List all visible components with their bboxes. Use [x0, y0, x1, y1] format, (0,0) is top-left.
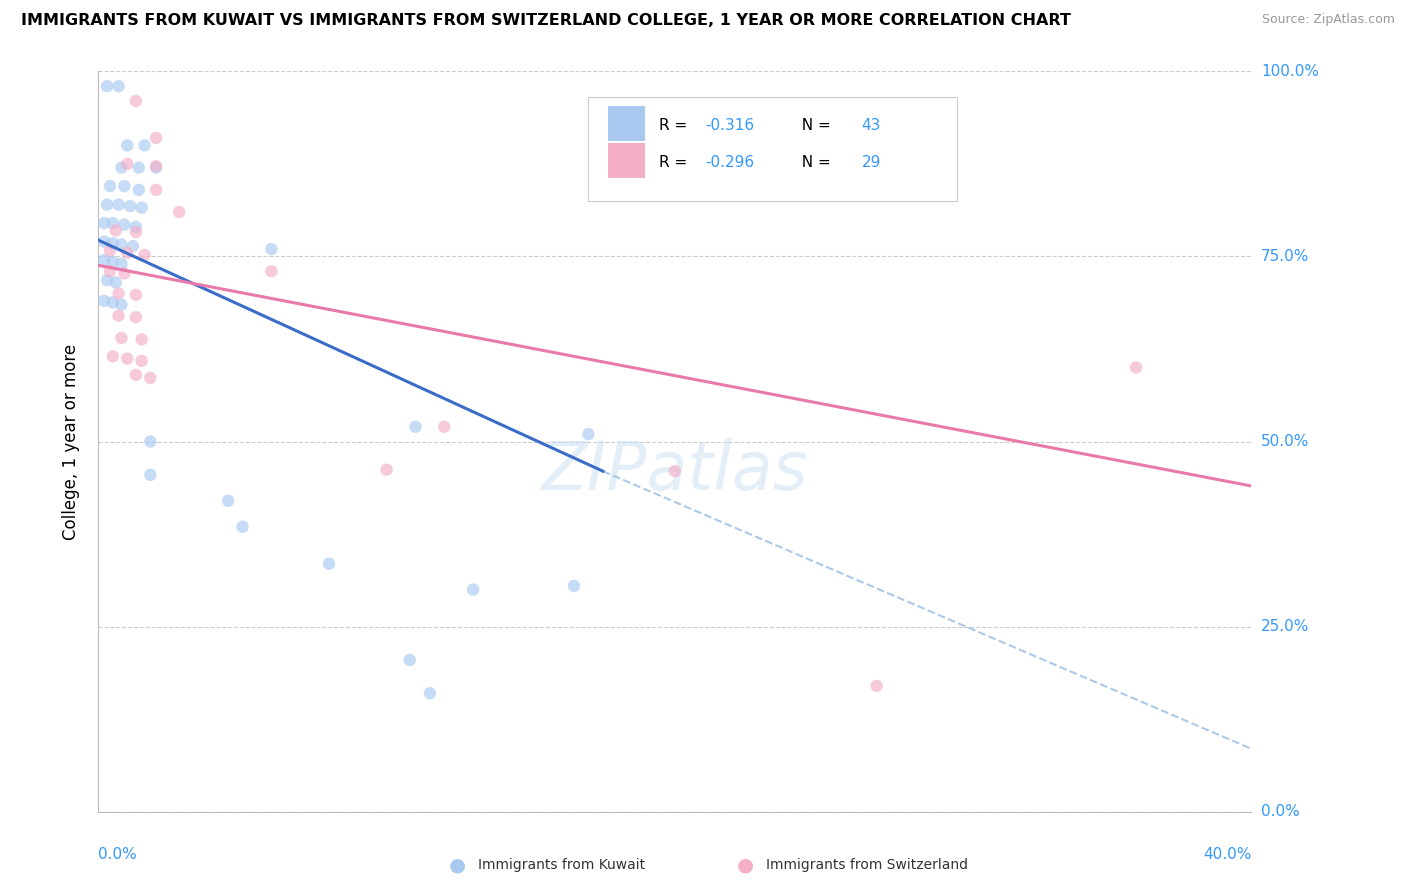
Point: [112, 179, 135, 194]
Point: [101, 216, 124, 230]
Point: [1125, 360, 1147, 375]
Text: 0.0%: 0.0%: [1261, 805, 1299, 819]
Point: [112, 267, 135, 281]
Point: [117, 351, 138, 366]
Point: [104, 276, 127, 290]
Point: [122, 239, 145, 253]
Point: [101, 254, 124, 268]
Point: [131, 332, 153, 346]
Point: [318, 557, 340, 571]
Point: [260, 242, 283, 256]
Point: [260, 264, 283, 278]
Point: [117, 138, 138, 153]
Point: [110, 331, 132, 345]
Point: [96, 273, 118, 287]
Point: [419, 686, 441, 700]
Point: [131, 201, 153, 215]
Point: [134, 248, 156, 262]
Point: [125, 94, 148, 108]
Point: [117, 245, 138, 260]
Point: [139, 434, 162, 449]
Point: [375, 463, 398, 477]
Text: 0.0%: 0.0%: [98, 847, 138, 863]
Point: [101, 350, 124, 364]
Y-axis label: College, 1 year or more: College, 1 year or more: [62, 343, 80, 540]
Point: [562, 579, 585, 593]
Point: [98, 179, 121, 194]
Text: ZIPatlas: ZIPatlas: [541, 438, 808, 504]
Text: 100.0%: 100.0%: [1261, 64, 1319, 78]
Point: [107, 309, 129, 323]
FancyBboxPatch shape: [607, 106, 645, 142]
Point: [125, 310, 148, 325]
Point: [98, 244, 121, 258]
Point: [93, 235, 115, 249]
Point: [112, 218, 135, 232]
Point: [117, 157, 138, 171]
Text: R =: R =: [659, 118, 692, 133]
Point: [433, 419, 456, 434]
Point: [578, 427, 600, 442]
Point: [217, 493, 239, 508]
Text: IMMIGRANTS FROM KUWAIT VS IMMIGRANTS FROM SWITZERLAND COLLEGE, 1 YEAR OR MORE CO: IMMIGRANTS FROM KUWAIT VS IMMIGRANTS FRO…: [21, 13, 1071, 29]
Point: [93, 293, 115, 308]
Text: 40.0%: 40.0%: [1204, 847, 1251, 863]
Text: 25.0%: 25.0%: [1261, 619, 1309, 634]
Point: [139, 371, 162, 385]
Point: [125, 219, 148, 234]
Point: [145, 159, 167, 173]
Text: R =: R =: [659, 155, 692, 169]
Point: [231, 519, 254, 533]
Point: [866, 679, 889, 693]
Text: N =: N =: [793, 118, 837, 133]
Text: ●: ●: [737, 855, 754, 875]
Point: [107, 79, 129, 94]
Point: [110, 161, 132, 175]
Text: 75.0%: 75.0%: [1261, 249, 1309, 264]
Point: [405, 419, 427, 434]
Point: [107, 286, 129, 301]
Point: [664, 464, 686, 478]
Text: -0.296: -0.296: [704, 155, 754, 169]
Point: [167, 205, 190, 219]
Point: [110, 237, 132, 252]
Text: ●: ●: [449, 855, 465, 875]
Point: [101, 295, 124, 310]
Point: [145, 161, 167, 175]
Point: [96, 79, 118, 94]
FancyBboxPatch shape: [588, 97, 957, 201]
Point: [461, 582, 484, 597]
Point: [139, 467, 162, 482]
Text: Immigrants from Kuwait: Immigrants from Kuwait: [478, 858, 645, 872]
Point: [93, 216, 115, 230]
Text: 29: 29: [862, 155, 882, 169]
Point: [145, 183, 167, 197]
Text: 43: 43: [862, 118, 882, 133]
Text: Source: ZipAtlas.com: Source: ZipAtlas.com: [1261, 13, 1395, 27]
Point: [110, 257, 132, 271]
Point: [96, 197, 118, 211]
Point: [104, 223, 127, 237]
Point: [107, 197, 129, 211]
Point: [120, 199, 142, 213]
Text: -0.316: -0.316: [704, 118, 754, 133]
Text: N =: N =: [793, 155, 837, 169]
Point: [398, 653, 420, 667]
Point: [125, 225, 148, 239]
Point: [131, 354, 153, 368]
Text: 50.0%: 50.0%: [1261, 434, 1309, 449]
FancyBboxPatch shape: [607, 143, 645, 178]
Point: [128, 161, 150, 175]
Point: [134, 138, 156, 153]
Point: [145, 131, 167, 145]
Point: [128, 183, 150, 197]
Point: [125, 368, 148, 382]
Point: [125, 288, 148, 302]
Point: [110, 297, 132, 311]
Text: Immigrants from Switzerland: Immigrants from Switzerland: [766, 858, 969, 872]
Point: [93, 253, 115, 268]
Point: [98, 264, 121, 278]
Point: [101, 236, 124, 251]
